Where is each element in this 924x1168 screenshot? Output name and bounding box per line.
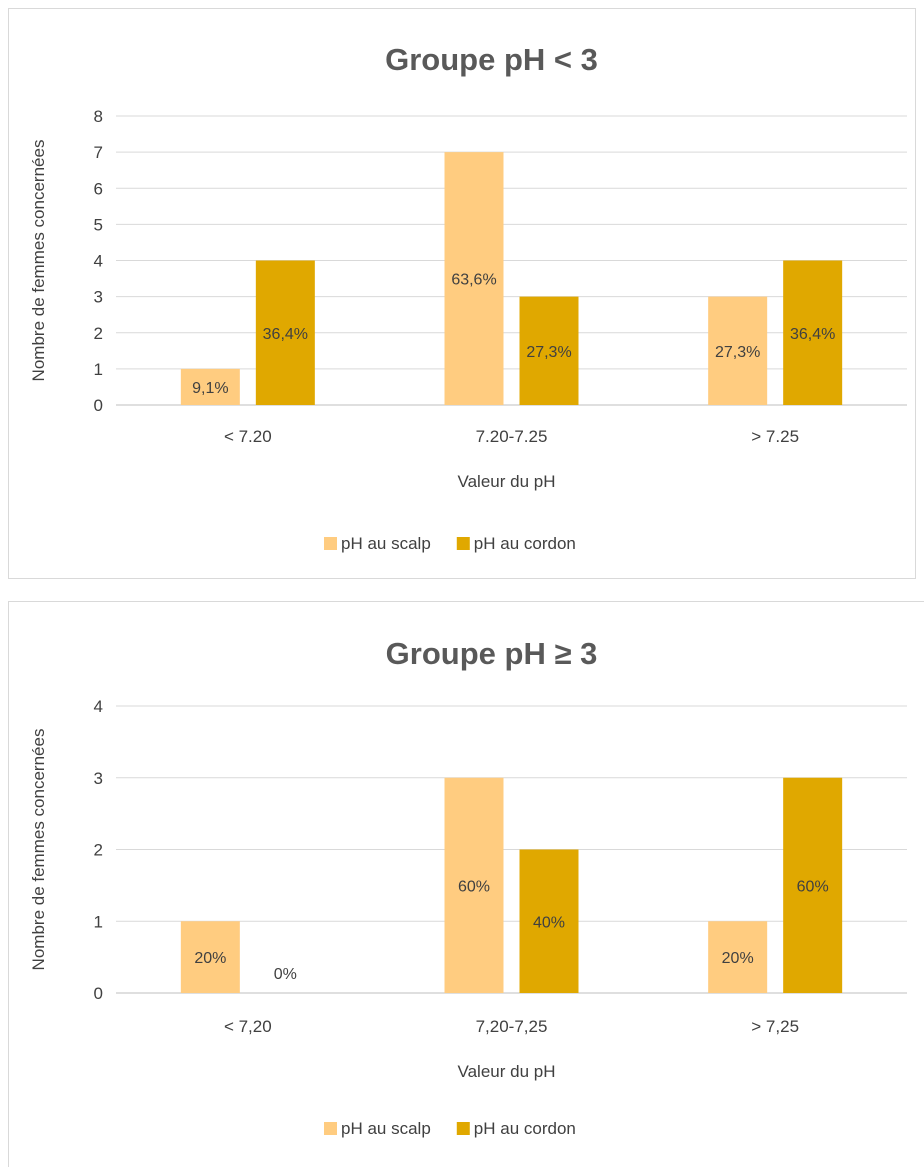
y-tick-label: 3 xyxy=(94,288,103,307)
data-label: 60% xyxy=(797,878,829,895)
legend-swatch-scalp xyxy=(324,1122,337,1135)
y-tick-label: 6 xyxy=(94,179,103,198)
y-tick-label: 4 xyxy=(94,697,103,716)
legend-swatch-cordon xyxy=(456,1122,470,1135)
y-tick-label: 2 xyxy=(94,841,103,860)
legend-label-cordon: pH au cordon xyxy=(474,534,576,553)
chart-title: Groupe pH ≥ 3 xyxy=(386,636,598,671)
data-label: 60% xyxy=(458,878,490,895)
bar-cordon xyxy=(519,849,579,993)
data-label: 27,3% xyxy=(715,344,760,361)
bar-scalp xyxy=(708,296,768,405)
legend-swatch-scalp xyxy=(324,537,337,550)
x-category-label: 7.20-7.25 xyxy=(476,427,548,446)
chart-2-svg: Groupe pH ≥ 3 0 1 2 3 4 Nombre de femmes conce… xyxy=(29,636,907,1138)
bar-scalp xyxy=(708,921,768,993)
y-tick-label: 2 xyxy=(94,324,103,343)
bar-cordon xyxy=(519,296,579,405)
y-tick-label: 1 xyxy=(94,912,103,931)
y-tick-label: 3 xyxy=(94,769,103,788)
x-category-label: > 7.25 xyxy=(751,427,799,446)
y-tick-label: 0 xyxy=(94,984,103,1003)
bar-cordon xyxy=(783,777,843,993)
bar-cordon xyxy=(255,260,315,405)
chart-panel-2: Groupe pH ≥ 3 0 1 2 3 4 Nombre de femmes conce… xyxy=(8,601,924,1167)
data-label: 0% xyxy=(274,966,297,983)
y-tick-label: 1 xyxy=(94,360,103,379)
bar-scalp xyxy=(444,777,504,993)
x-category-label: > 7,25 xyxy=(751,1017,799,1036)
data-label: 27,3% xyxy=(526,344,571,361)
data-label: 63,6% xyxy=(451,272,496,289)
data-label: 40% xyxy=(533,914,565,931)
legend-swatch-cordon xyxy=(456,537,470,550)
bar-cordon xyxy=(783,260,843,405)
y-tick-label: 7 xyxy=(94,143,103,162)
chart-title: Groupe pH < 3 xyxy=(385,42,598,77)
bar-scalp xyxy=(180,368,240,405)
legend-label-scalp: pH au scalp xyxy=(341,1119,431,1138)
data-label: 20% xyxy=(194,950,226,967)
chart-1-svg: Groupe pH < 3 0 1 2 3 4 5 6 7 8 Nombre de femmes c… xyxy=(29,42,907,553)
x-category-label: < 7,20 xyxy=(224,1017,272,1036)
bar-scalp xyxy=(444,152,504,405)
data-label: 9,1% xyxy=(192,380,228,397)
chart-panel-1: Groupe pH < 3 0 1 2 3 4 5 6 7 8 Nombre de femmes c… xyxy=(8,8,916,579)
data-label: 36,4% xyxy=(263,326,308,343)
y-tick-label: 4 xyxy=(94,252,103,271)
y-tick-label: 8 xyxy=(94,107,103,126)
data-label: 20% xyxy=(722,950,754,967)
x-category-label: < 7.20 xyxy=(224,427,272,446)
y-axis-title: Nombre de femmes concernées xyxy=(29,729,48,971)
bar-scalp xyxy=(180,921,240,993)
y-tick-label: 0 xyxy=(94,396,103,415)
x-axis-title: Valeur du pH xyxy=(458,472,556,491)
legend-label-cordon: pH au cordon xyxy=(474,1119,576,1138)
y-tick-label: 5 xyxy=(94,215,103,234)
y-axis-title: Nombre de femmes concernées xyxy=(29,140,48,382)
data-label: 36,4% xyxy=(790,326,835,343)
x-category-label: 7,20-7,25 xyxy=(476,1017,548,1036)
legend-label-scalp: pH au scalp xyxy=(341,534,431,553)
x-axis-title: Valeur du pH xyxy=(458,1062,556,1081)
